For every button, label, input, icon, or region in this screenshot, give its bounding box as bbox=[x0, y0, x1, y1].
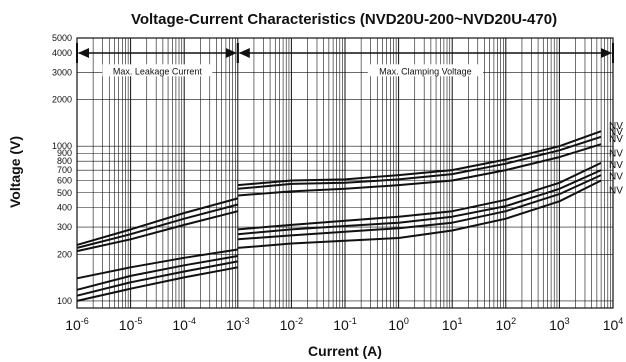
y-tick-label: 600 bbox=[57, 175, 72, 185]
x-tick-label: 10-4 bbox=[172, 316, 196, 333]
y-tick-label: 3000 bbox=[52, 67, 72, 77]
y-tick-label: 700 bbox=[57, 165, 72, 175]
x-tick-label: 10-3 bbox=[226, 316, 250, 333]
series-label-7: NV bbox=[609, 185, 623, 196]
y-tick-label: 1000 bbox=[52, 141, 72, 151]
y-tick-label: 4000 bbox=[52, 48, 72, 58]
x-tick-label: 10-2 bbox=[280, 316, 304, 333]
x-tick-label: 100 bbox=[388, 316, 409, 333]
chart-title: Voltage-Current Characteristics (NVD20U-… bbox=[131, 11, 557, 28]
y-tick-label: 900 bbox=[57, 148, 72, 158]
region-arrow-head-right bbox=[225, 47, 237, 58]
x-tick-label: 10-6 bbox=[65, 316, 89, 333]
series-6-clamp-line bbox=[237, 174, 602, 241]
region-label: Max. Clamping Voltage bbox=[379, 66, 472, 76]
series-5-clamp-line bbox=[237, 169, 602, 236]
y-tick-label: 800 bbox=[57, 156, 72, 166]
region-arrow-head-left bbox=[238, 47, 250, 58]
x-tick-label: 10-1 bbox=[333, 316, 357, 333]
y-tick-label: 300 bbox=[57, 222, 72, 232]
region-arrow-head-left bbox=[78, 47, 89, 58]
region-label-background bbox=[367, 64, 483, 77]
series-label-2: NV bbox=[609, 127, 623, 138]
series-label-4: NV bbox=[609, 149, 623, 160]
y-tick-label: 100 bbox=[57, 296, 72, 306]
x-tick-label: 10-5 bbox=[119, 316, 143, 333]
series-1-clamp-line bbox=[237, 130, 602, 187]
y-tick-label: 400 bbox=[57, 203, 72, 213]
y-tick-label: 2000 bbox=[52, 95, 72, 105]
y-tick-label: 500 bbox=[57, 188, 72, 198]
plot-frame bbox=[76, 37, 614, 309]
series-7-leakage-line bbox=[76, 266, 238, 302]
region-label-background bbox=[102, 64, 213, 77]
series-label-6: NV bbox=[609, 172, 623, 183]
series-label-5: NV bbox=[609, 160, 623, 171]
series-label-3: NV bbox=[609, 134, 623, 145]
series-label-1: NV bbox=[609, 121, 623, 132]
region-label: Max. Leakage Current bbox=[113, 66, 203, 76]
series-6-leakage-line bbox=[76, 260, 238, 297]
x-tick-label: 101 bbox=[442, 316, 463, 333]
region-arrow-head-right bbox=[601, 47, 612, 58]
series-2-leakage-line bbox=[76, 203, 239, 249]
x-tick-label: 102 bbox=[496, 316, 517, 333]
x-tick-label: 104 bbox=[603, 316, 624, 333]
x-tick-labels: 10-6 10-5 10-4 10-3 10-2 10-1 100 101 102 103 104 bbox=[65, 316, 623, 333]
series-3-clamp-line bbox=[237, 143, 602, 197]
series-4-leakage-line bbox=[76, 248, 238, 280]
series-7-clamp-line bbox=[237, 179, 602, 249]
y-tick-label: 200 bbox=[57, 249, 72, 259]
series-4-clamp-line bbox=[237, 161, 602, 231]
grid-lines bbox=[76, 37, 614, 308]
series-3-leakage-line bbox=[76, 210, 239, 253]
series-1-leakage-line bbox=[76, 197, 239, 246]
x-axis-label: Current (A) bbox=[308, 343, 382, 359]
y-axis-label: Voltage (V) bbox=[7, 136, 23, 208]
series-lines bbox=[76, 130, 602, 302]
series-2-clamp-line bbox=[237, 135, 602, 190]
series-5-leakage-line bbox=[76, 255, 238, 291]
x-tick-label: 103 bbox=[549, 316, 570, 333]
y-tick-label: 5000 bbox=[52, 33, 72, 43]
